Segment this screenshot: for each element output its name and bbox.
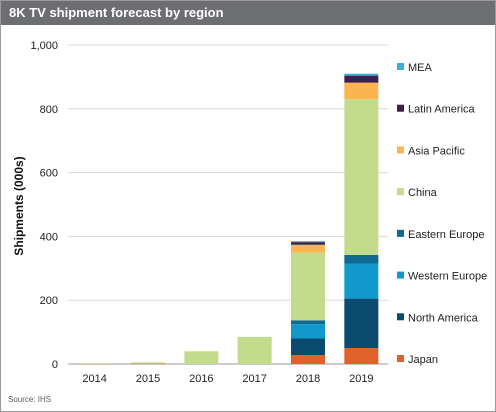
legend-label: North America <box>408 312 479 324</box>
y-tick-label: 400 <box>40 231 58 243</box>
bar-segment <box>344 82 379 100</box>
bar-segment <box>344 263 379 299</box>
bar-segment <box>344 99 379 255</box>
bars <box>77 73 379 365</box>
bar-segment <box>291 320 325 325</box>
bar-segment <box>291 355 325 364</box>
legend-label: Japan <box>408 354 438 366</box>
bar-segment <box>131 362 165 364</box>
legend-swatch <box>397 104 404 112</box>
bar-segment <box>344 75 379 83</box>
y-tick-label: 200 <box>40 295 58 307</box>
y-axis-ticks: 0 200 400 600 800 1,000 <box>30 40 58 371</box>
gridlines <box>68 44 388 365</box>
y-tick-label: 1,000 <box>30 40 58 52</box>
x-tick-label: 2014 <box>82 373 106 385</box>
bar-segment <box>344 298 379 349</box>
legend-label: Asia Pacific <box>408 145 465 157</box>
bar-segment <box>291 252 325 321</box>
legend-swatch <box>397 188 404 196</box>
bar-segment <box>344 254 379 264</box>
y-tick-label: 800 <box>40 104 58 116</box>
y-tick-label: 0 <box>52 359 58 371</box>
y-tick-label: 600 <box>40 168 58 180</box>
legend-swatch <box>397 63 404 70</box>
legend: MEA Latin America Asia Pacific China Eastern… <box>397 62 487 366</box>
bar-segment <box>344 73 379 76</box>
bar-segment <box>291 241 325 243</box>
x-tick-label: 2018 <box>296 373 320 385</box>
legend-label: MEA <box>408 62 433 74</box>
legend-label: Western Europe <box>408 271 487 283</box>
legend-swatch <box>397 146 404 154</box>
bar-segment <box>184 351 219 364</box>
legend-swatch <box>397 271 404 279</box>
y-axis-label: Shipments (000s) <box>12 156 26 255</box>
bar-segment <box>237 336 272 364</box>
bar-segment <box>344 348 379 364</box>
x-tick-label: 2017 <box>242 373 266 385</box>
bar-segment <box>291 244 325 253</box>
x-tick-label: 2015 <box>136 373 160 385</box>
bar-segment <box>131 363 165 365</box>
bar-segment <box>291 242 325 245</box>
legend-swatch <box>397 313 404 321</box>
x-tick-label: 2019 <box>349 373 373 385</box>
chart-header: 8K TV shipment forecast by region <box>1 1 495 25</box>
x-axis-ticks: 2014 2015 2016 2017 2018 2019 <box>82 373 373 385</box>
legend-label: China <box>408 187 438 199</box>
bar-segment <box>291 324 325 339</box>
chart-title: 8K TV shipment forecast by region <box>9 5 224 20</box>
bar-segment <box>77 363 112 365</box>
legend-label: Eastern Europe <box>408 229 484 241</box>
legend-swatch <box>397 229 404 237</box>
bar-segment <box>77 363 112 364</box>
bar-segment <box>291 338 325 356</box>
legend-label: Latin America <box>408 104 476 116</box>
legend-swatch <box>397 355 404 362</box>
x-tick-label: 2016 <box>189 373 213 385</box>
source-note: Source: IHS <box>8 395 52 404</box>
